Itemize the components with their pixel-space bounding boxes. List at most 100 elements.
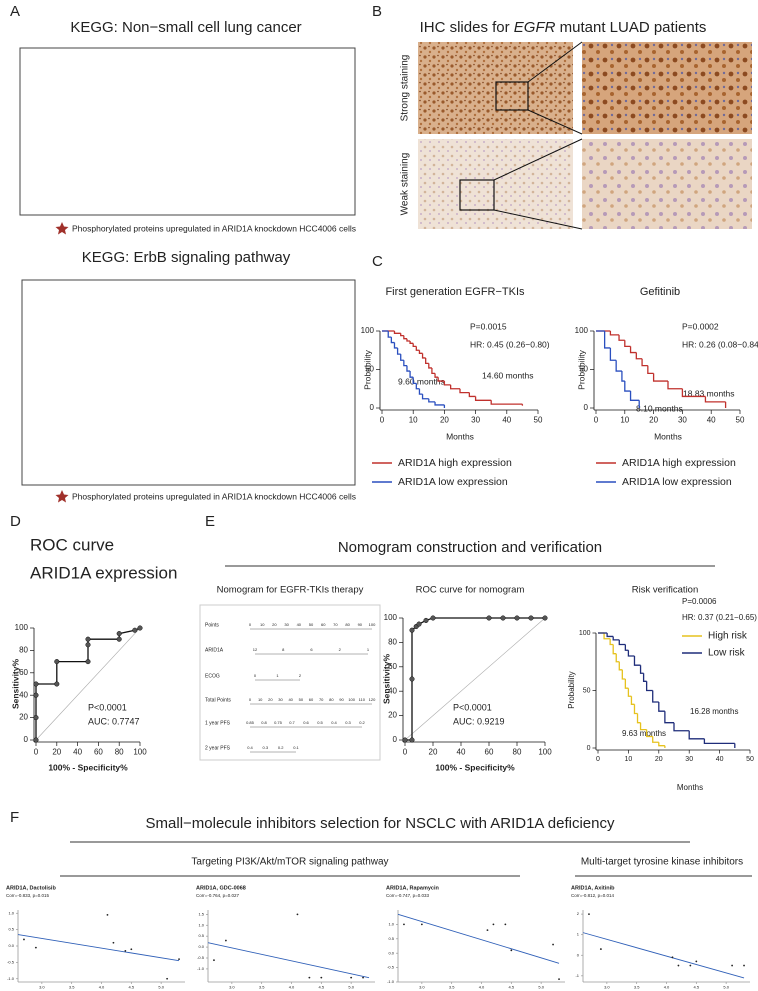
km-step xyxy=(434,373,439,378)
km-step xyxy=(468,392,476,398)
zoom-line xyxy=(527,109,583,135)
km-step xyxy=(629,391,640,401)
nomogram-tick-label: 10 xyxy=(260,622,265,627)
panel-label: A xyxy=(10,3,20,20)
km-step xyxy=(627,688,632,697)
nomogram-tick-label: 50 xyxy=(309,622,314,627)
x-tick-label: 4.0 xyxy=(479,984,485,989)
x-tick-label: 3.0 xyxy=(604,984,610,989)
km-step xyxy=(627,650,635,657)
y-tick-label: -0.5 xyxy=(387,965,395,970)
km-step xyxy=(621,371,625,382)
annotation: P<0.0001 xyxy=(88,702,127,712)
y-tick-label: 100 xyxy=(361,326,375,335)
km-step xyxy=(667,381,683,390)
nomogram-tick-label: 10 xyxy=(258,697,263,702)
kegg-legend: Phosphorylated proteins upregulated in A… xyxy=(72,223,356,233)
chart-subtitle: Corr=-0.812, p=0.014 xyxy=(571,893,615,898)
y-tick-label: 1.0 xyxy=(388,921,394,926)
point xyxy=(350,976,353,979)
km-step xyxy=(658,702,665,712)
nomogram-tick-label: 0.3 xyxy=(345,720,351,725)
x-tick-label: 0 xyxy=(34,748,39,757)
nomogram-row-label: 1 year PFS xyxy=(205,720,231,726)
km-step xyxy=(609,347,617,361)
nomogram-tick-label: 70 xyxy=(319,697,324,702)
x-tick-label: 5.0 xyxy=(723,984,729,989)
km-step xyxy=(418,350,423,354)
roc-point xyxy=(430,615,436,621)
reference-line xyxy=(404,617,546,741)
roc-point xyxy=(85,659,91,665)
annotation: 9.60 months xyxy=(398,376,445,386)
y-tick-label: 0.5 xyxy=(388,936,394,941)
y-tick-label: 0 xyxy=(577,952,580,957)
roc-point xyxy=(85,642,91,648)
chart-title: ROC curve for nomogram xyxy=(416,585,525,596)
y-tick-label: 0 xyxy=(587,745,591,752)
km-step xyxy=(618,661,623,671)
point xyxy=(23,938,25,941)
km-step xyxy=(618,639,626,646)
km-step xyxy=(621,669,626,680)
x-axis-label: Months xyxy=(654,431,682,441)
point xyxy=(34,946,37,949)
km-step xyxy=(645,681,653,692)
nomogram-tick-label: 30 xyxy=(284,622,289,627)
km-step xyxy=(396,347,401,355)
km-step xyxy=(428,363,432,369)
nomogram-tick-label: 70 xyxy=(333,622,338,627)
roc-point xyxy=(402,737,408,743)
km-step xyxy=(652,373,668,382)
y-tick-label: 0 xyxy=(584,403,589,412)
chart-subtitle: Corr=-0.764, p=0.027 xyxy=(196,893,240,898)
y-tick-label: 50 xyxy=(579,365,588,374)
y-tick-label: -1.0 xyxy=(387,979,395,984)
ihc-image xyxy=(582,42,752,134)
km-step xyxy=(387,331,392,338)
y-axis-label: Probability xyxy=(576,349,586,389)
km-step xyxy=(603,331,611,349)
km-step xyxy=(647,365,654,374)
roc-point xyxy=(514,615,520,621)
point xyxy=(403,923,405,926)
fit-line xyxy=(17,934,180,962)
km-step xyxy=(609,331,620,336)
roc-point xyxy=(486,615,492,621)
nomogram-tick-label: 0.7 xyxy=(289,720,295,725)
km-step xyxy=(390,337,395,344)
km-step xyxy=(406,365,411,372)
km-step xyxy=(418,388,423,395)
point xyxy=(420,923,423,926)
km-step xyxy=(652,736,659,743)
x-tick-label: 0 xyxy=(596,756,600,763)
x-tick-label: 30 xyxy=(678,416,687,425)
x-tick-label: 3.5 xyxy=(69,984,75,989)
nomogram-tick-label: 0.4 xyxy=(331,720,337,725)
km-step xyxy=(443,381,451,386)
y-tick-label: -1 xyxy=(575,973,579,978)
nomogram-tick-label: 50 xyxy=(299,697,304,702)
chart-title: ARID1A, Rapamycin xyxy=(386,885,440,891)
roc-point xyxy=(132,627,138,633)
panel-label: B xyxy=(372,3,382,20)
x-tick-label: 40 xyxy=(716,756,724,763)
km-step xyxy=(437,377,445,382)
point xyxy=(320,976,323,979)
y-tick-label: 80 xyxy=(19,646,28,655)
nomogram-box xyxy=(199,604,381,761)
km-step xyxy=(635,352,643,360)
nomogram-tick-label: 0 xyxy=(254,673,257,678)
chart-title: First generation EGFR−TKIs xyxy=(385,286,525,298)
point xyxy=(677,964,680,967)
x-tick-label: 4.0 xyxy=(99,984,105,989)
x-tick-label: 80 xyxy=(513,748,522,757)
y-tick-label: 100 xyxy=(579,630,591,637)
y-axis-label: Sensitivity% xyxy=(381,654,391,705)
point xyxy=(695,960,698,963)
roc-point xyxy=(54,681,60,687)
zoom-box xyxy=(459,179,495,211)
point xyxy=(599,948,602,950)
annotation: AUC: 0.9219 xyxy=(453,716,505,726)
